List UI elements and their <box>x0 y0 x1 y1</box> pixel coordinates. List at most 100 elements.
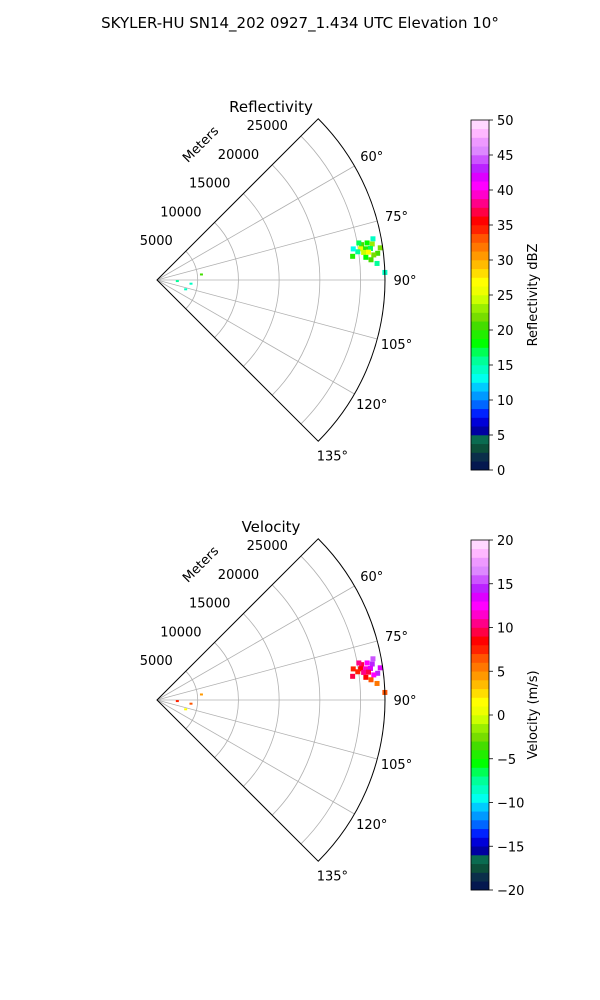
echo-gate <box>355 249 361 255</box>
echo-gate <box>175 280 179 283</box>
colorbar-swatch <box>471 417 489 427</box>
colorbar-swatch <box>471 863 489 873</box>
echo-gate <box>374 260 380 266</box>
colorbar-swatch <box>471 583 489 593</box>
colorbar-swatch <box>471 443 489 453</box>
velocity-panel: Velocity 5000 10000 15000 20000 25000 60° 75° 90… <box>140 518 541 899</box>
range-tick-label: 10000 <box>160 625 201 640</box>
colorbar-swatch <box>471 286 489 296</box>
colorbar-swatch <box>471 426 489 436</box>
colorbar-tick-label: 50 <box>497 114 514 129</box>
colorbar-swatch <box>471 828 489 838</box>
colorbar-swatch <box>471 400 489 410</box>
colorbar-swatch <box>471 767 489 777</box>
colorbar-swatch <box>471 365 489 375</box>
azimuth-tick-label: 105° <box>381 758 412 773</box>
echo-gate <box>189 702 193 705</box>
panel-title: Reflectivity <box>229 98 313 116</box>
range-tick-label: 15000 <box>189 177 230 192</box>
echo-gate <box>367 665 373 671</box>
azimuth-gridline <box>156 585 355 701</box>
range-tick-label: 5000 <box>140 234 173 249</box>
colorbar-swatch <box>471 820 489 830</box>
colorbar-swatch <box>471 251 489 261</box>
echo-gate <box>355 669 361 675</box>
azimuth-tick-label: 75° <box>385 210 408 225</box>
colorbar-swatch <box>471 347 489 357</box>
colorbar-swatch <box>471 618 489 628</box>
echo-gate <box>199 273 203 276</box>
colorbar-swatch <box>471 146 489 156</box>
echo-gate <box>356 240 362 246</box>
azimuth-gridline <box>156 640 378 701</box>
azimuth-gridline <box>156 699 355 815</box>
colorbar-swatch <box>471 758 489 768</box>
echo-gate <box>189 282 193 285</box>
colorbar-tick-label: −20 <box>497 884 524 899</box>
colorbar-swatch <box>471 802 489 812</box>
colorbar-swatch <box>471 645 489 655</box>
echo-gate <box>350 246 356 252</box>
colorbar-tick-label: 5 <box>497 429 505 444</box>
radial-axis-label: Meters <box>180 124 222 166</box>
azimuth-tick-label: 135° <box>317 869 348 884</box>
colorbar-tick-label: 15 <box>497 359 514 374</box>
echo-gate <box>371 252 377 258</box>
colorbar-swatch <box>471 566 489 576</box>
azimuth-tick-label: 120° <box>356 818 387 833</box>
colorbar-swatch <box>471 408 489 418</box>
echo-gate <box>369 241 375 247</box>
colorbar-swatch <box>471 356 489 366</box>
colorbar-swatch <box>471 172 489 182</box>
range-tick-label: 25000 <box>247 119 288 134</box>
colorbar-swatch <box>471 776 489 786</box>
colorbar-swatch <box>471 181 489 191</box>
colorbar-swatch <box>471 837 489 847</box>
figure-title: SKYLER-HU SN14_202 0927_1.434 UTC Elevat… <box>101 14 499 32</box>
range-tick-label: 10000 <box>160 205 201 220</box>
azimuth-gridline <box>156 220 378 281</box>
colorbar-tick-label: 0 <box>497 709 505 724</box>
colorbar-swatch <box>471 330 489 340</box>
colorbar-swatch <box>471 321 489 331</box>
colorbar-swatch <box>471 452 489 462</box>
echo-gate <box>350 253 356 259</box>
colorbar-swatch <box>471 627 489 637</box>
colorbar-swatch <box>471 557 489 567</box>
echo-gate <box>363 254 369 260</box>
colorbar-swatch <box>471 295 489 305</box>
azimuth-tick-label: 105° <box>381 338 412 353</box>
echo-gate <box>356 660 362 666</box>
azimuth-tick-label: 120° <box>356 398 387 413</box>
azimuth-gridline <box>156 699 378 760</box>
colorbar-swatch <box>471 662 489 672</box>
echo-gate <box>370 236 376 242</box>
colorbar-swatch <box>471 277 489 287</box>
colorbar-swatch <box>471 163 489 173</box>
azimuth-tick-label: 90° <box>393 274 416 289</box>
azimuth-tick-label: 135° <box>317 449 348 464</box>
azimuth-gridline <box>156 279 355 395</box>
colorbar-tick-label: 15 <box>497 578 514 593</box>
sector-outline <box>156 118 386 442</box>
colorbar-swatch <box>471 881 489 891</box>
colorbar-swatch <box>471 723 489 733</box>
colorbar-swatch <box>471 715 489 725</box>
colorbar-tick-label: 10 <box>497 622 514 637</box>
echo-gate <box>184 288 188 291</box>
colorbar-swatch <box>471 732 489 742</box>
radial-axis-label: Meters <box>180 544 222 586</box>
echo-gate <box>359 662 365 668</box>
azimuth-gridline <box>156 279 378 340</box>
azimuth-tick-label: 60° <box>360 570 383 585</box>
colorbar-swatch <box>471 120 489 130</box>
colorbar-swatch <box>471 793 489 803</box>
colorbar-swatch <box>471 548 489 558</box>
echo-gate <box>367 245 373 251</box>
echo-gate <box>377 665 383 671</box>
colorbar-swatch <box>471 846 489 856</box>
colorbar-tick-label: 35 <box>497 219 514 234</box>
echo-gate <box>364 240 370 246</box>
echo-gate <box>375 670 381 676</box>
echo-gate <box>377 245 383 251</box>
